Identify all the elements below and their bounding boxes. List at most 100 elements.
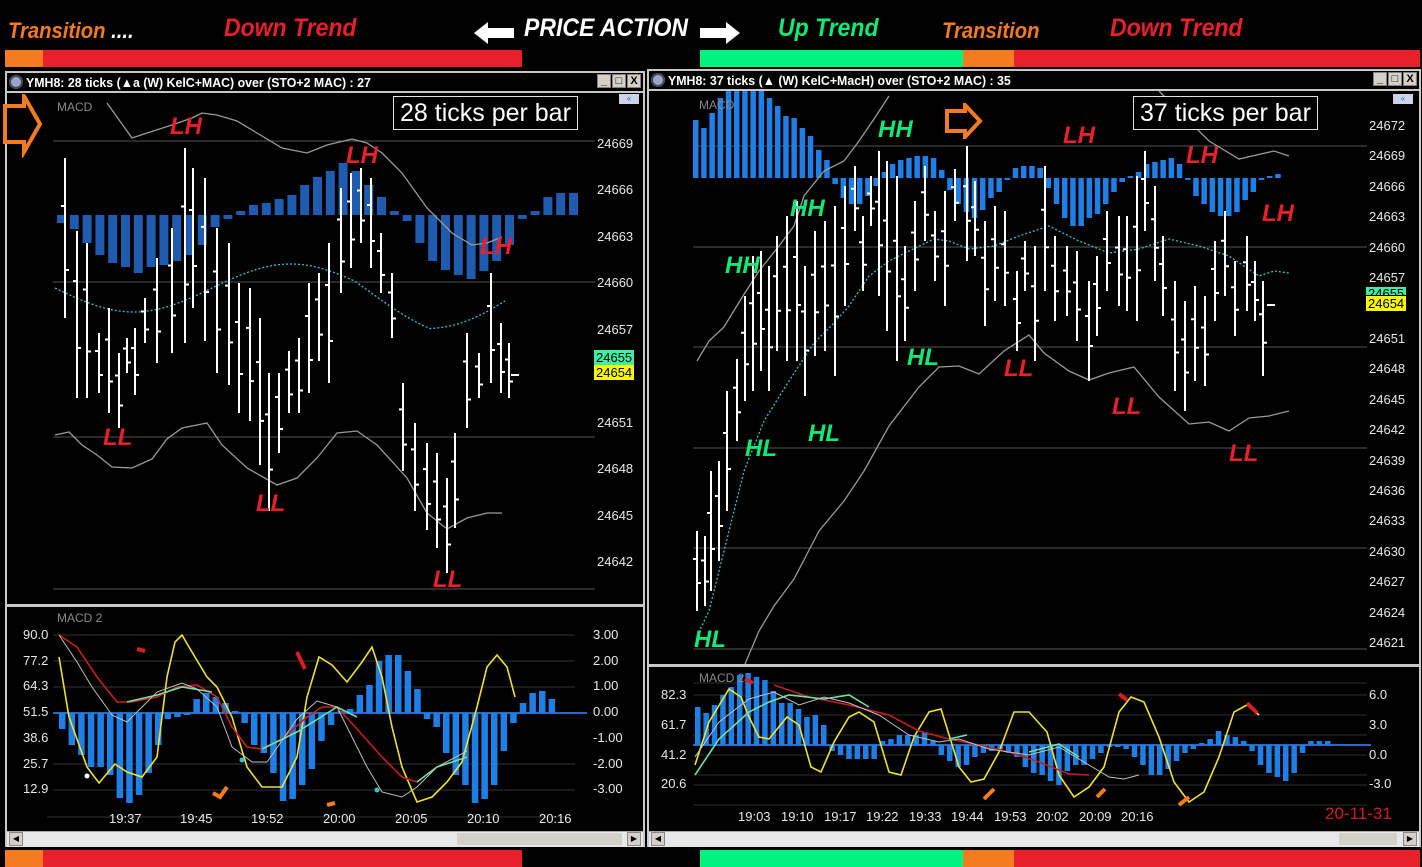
window-title: YMH8: 37 ticks (▲ (W) KelC+MacH) over (S… <box>668 72 1011 88</box>
collapse-axis-button[interactable]: « <box>619 94 639 104</box>
axis-tick-label: 20:16 <box>539 811 572 826</box>
axis-tick-label: 24663 <box>597 229 634 244</box>
minimize-button[interactable]: _ <box>597 74 611 88</box>
axis-tick-label: 12.9 <box>23 781 49 797</box>
axis-tick-label: 64.3 <box>23 678 49 694</box>
axis-tick-label: 19:10 <box>781 809 814 824</box>
price-pane[interactable]: MACD 37 ticks per bar « 24672 24669 24666 2… <box>649 91 1419 664</box>
price-pane[interactable]: MACD 28 ticks per bar « 24669 24666 24663 2… <box>7 93 643 605</box>
window-titlebar[interactable]: YMH8: 28 ticks (▲a (W) KelC+MAC) over (S… <box>7 73 643 93</box>
swing-label-lh: LH <box>1186 142 1218 169</box>
axis-tick-label: -1.00 <box>593 729 623 745</box>
axis-tick-label: -2.00 <box>593 755 623 771</box>
maximize-button[interactable]: □ <box>612 74 626 88</box>
app-logo-icon <box>651 73 665 87</box>
app-logo-icon <box>9 75 23 89</box>
axis-tick-label: 90.0 <box>23 627 49 642</box>
banner-price-action: PRICE ACTION <box>524 14 688 42</box>
axis-tick-label: 24621 <box>1369 635 1406 650</box>
trend-strip-segment <box>700 850 963 867</box>
swing-label-hl: HL <box>745 435 777 462</box>
axis-tick-label: 0.0 <box>1369 747 1388 762</box>
close-button[interactable]: X <box>1403 72 1417 86</box>
axis-tick-label: 24651 <box>1369 331 1406 346</box>
swing-label-hl: HL <box>907 344 939 371</box>
axis-tick-label: -3.00 <box>593 781 623 797</box>
axis-tick-label: 24624 <box>1369 605 1406 620</box>
scroll-right-button[interactable]: ▶ <box>1403 832 1417 846</box>
swing-label-ll: LL <box>256 490 286 517</box>
banner-transition-left: Transition .... <box>8 18 134 43</box>
axis-tick-label: 38.6 <box>23 729 49 745</box>
collapse-axis-button[interactable]: « <box>1393 94 1413 104</box>
chart-window-37-ticks[interactable]: YMH8: 37 ticks (▲ (W) KelC+MacH) over (S… <box>647 69 1421 847</box>
axis-tick-label: 20:02 <box>1036 809 1069 824</box>
pane-title-macd2: MACD 2 <box>699 671 745 685</box>
trend-strip-segment <box>43 50 522 67</box>
trend-strip-segment <box>1014 850 1420 867</box>
scroll-right-button[interactable]: ▶ <box>627 832 641 846</box>
scroll-left-button[interactable]: ◀ <box>9 832 23 846</box>
axis-tick-label: 3.0 <box>1369 717 1388 732</box>
axis-tick-label: 3.00 <box>593 627 619 642</box>
axis-tick-label: 24636 <box>1369 483 1406 498</box>
axis-tick-label: 82.3 <box>661 687 687 702</box>
pane-title-macd: MACD <box>57 100 93 114</box>
axis-tick-label: 24660 <box>597 275 634 290</box>
swing-label-hh: HH <box>790 195 825 222</box>
pane-splitter[interactable] <box>7 604 643 607</box>
horizontal-scrollbar[interactable]: ◀ ▶ <box>649 831 1419 847</box>
axis-tick-label: 20:09 <box>1079 809 1112 824</box>
swing-label-lh: LH <box>480 233 512 260</box>
swing-label-hl: HL <box>808 420 840 447</box>
axis-tick-label: -3.0 <box>1369 776 1392 791</box>
swing-label-hh: HH <box>878 116 913 143</box>
swing-label-ll: LL <box>433 566 463 593</box>
trend-strip-segment <box>963 850 1014 867</box>
trend-strip-segment <box>43 850 522 867</box>
axis-tick-label: 19:53 <box>994 809 1027 824</box>
scrollbar-thumb[interactable] <box>1339 833 1397 845</box>
scroll-left-button[interactable]: ◀ <box>651 832 665 846</box>
swing-label-lh: LH <box>1063 122 1095 149</box>
axis-tick-label: 24651 <box>597 415 634 430</box>
swing-label-lh: LH <box>170 113 202 140</box>
banner-transition-right: Transition <box>942 18 1040 43</box>
axis-tick-label: 24648 <box>597 461 634 476</box>
chart-window-28-ticks[interactable]: YMH8: 28 ticks (▲a (W) KelC+MAC) over (S… <box>5 71 645 847</box>
axis-tick-label: 24633 <box>1369 513 1406 528</box>
axis-tick-label: 24657 <box>597 322 634 337</box>
axis-tick-label: 24642 <box>597 554 634 569</box>
axis-tick-label: 24645 <box>597 508 634 523</box>
axis-tick-label: 20:05 <box>395 811 428 826</box>
right-arrow-icon <box>700 22 740 44</box>
axis-tick-label: 24669 <box>597 136 634 151</box>
axis-tick-label: 24627 <box>1369 574 1406 589</box>
axis-tick-label: 24669 <box>1369 148 1406 163</box>
axis-tick-label: 24663 <box>1369 209 1406 224</box>
axis-tick-label: 19:44 <box>951 809 984 824</box>
axis-tick-label: 0.00 <box>593 704 619 720</box>
pane-splitter[interactable] <box>649 664 1419 667</box>
axis-tick-label: 19:03 <box>738 809 771 824</box>
axis-tick-label: 24660 <box>1369 240 1406 255</box>
axis-tick-label: 77.2 <box>23 652 49 668</box>
trend-strip-segment <box>5 850 43 867</box>
ticks-per-bar-label: 37 ticks per bar <box>1133 96 1318 130</box>
axis-tick-label: 19:52 <box>251 811 284 826</box>
scrollbar-thumb[interactable] <box>457 833 622 845</box>
window-titlebar[interactable]: YMH8: 37 ticks (▲ (W) KelC+MacH) over (S… <box>649 71 1419 91</box>
axis-tick-label: 2.00 <box>593 652 619 668</box>
axis-tick-label: 20:10 <box>467 811 500 826</box>
window-title: YMH8: 28 ticks (▲a (W) KelC+MAC) over (S… <box>26 74 371 90</box>
swing-label-ll: LL <box>1004 355 1034 382</box>
price-tag-bid: 24655 <box>594 350 635 365</box>
price-tag-last: 24654 <box>1366 296 1407 311</box>
macd2-pane[interactable]: MACD 2 82.3 61.7 41.2 20.6 6.0 3.0 0.0 -3.0 19… <box>649 667 1419 831</box>
horizontal-scrollbar[interactable]: ◀ ▶ <box>7 831 643 847</box>
macd2-pane[interactable]: MACD 2 90.0 77.2 64.3 51.5 38.6 25.7 12.9 3.00… <box>7 607 643 831</box>
close-button[interactable]: X <box>627 74 641 88</box>
maximize-button[interactable]: □ <box>1388 72 1402 86</box>
minimize-button[interactable]: _ <box>1373 72 1387 86</box>
swing-label-ll: LL <box>1112 393 1142 420</box>
